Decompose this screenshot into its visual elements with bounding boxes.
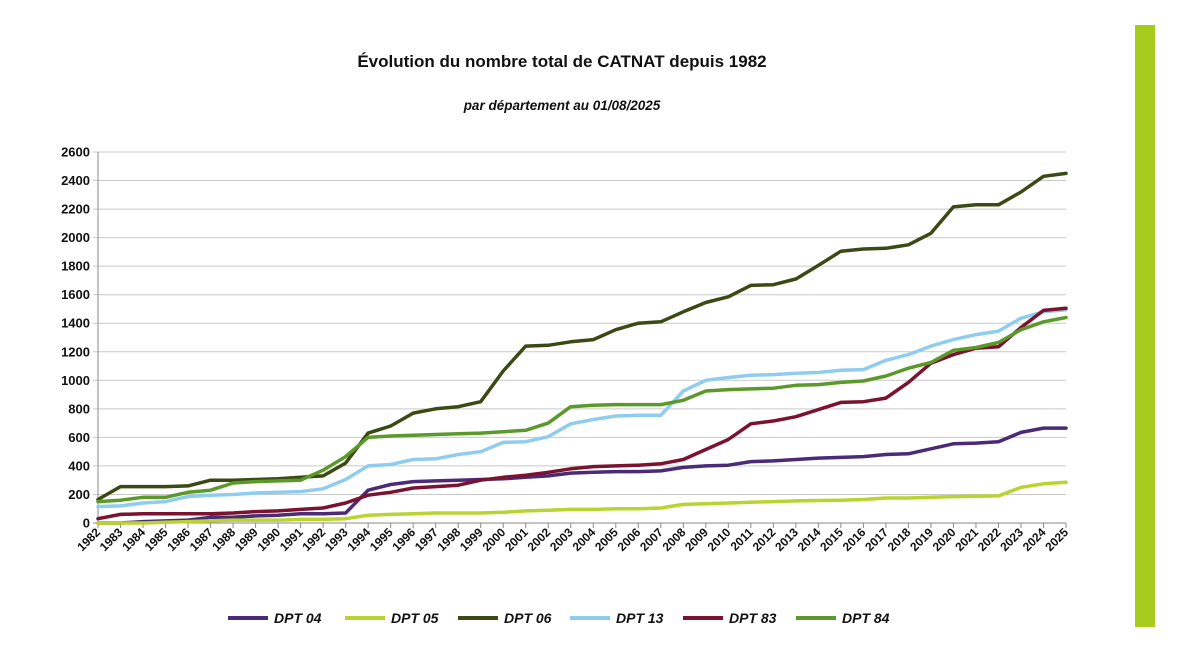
x-tick-label: 2025 (1042, 525, 1071, 554)
accent-bar (1135, 25, 1155, 627)
y-tick-label: 2400 (61, 173, 90, 188)
x-tick-label: 2003 (547, 525, 576, 554)
x-tick-label: 1993 (322, 525, 351, 554)
y-tick-label: 400 (68, 458, 90, 473)
legend-label-dpt-84: DPT 84 (842, 610, 890, 626)
x-tick-label: 1991 (277, 525, 306, 554)
y-tick-label: 1200 (61, 344, 90, 359)
series-line-dpt-13 (96, 307, 1068, 509)
legend: DPT 04 DPT 05 DPT 06 DPT 13 DPT 83 DPT 84 (228, 610, 890, 626)
x-tick-label: 2019 (907, 525, 936, 554)
x-tick-label: 1998 (435, 525, 464, 554)
x-tick-label: 1995 (367, 525, 396, 554)
x-tick-label: 1996 (390, 525, 419, 554)
y-tick-label: 1800 (61, 259, 90, 274)
chart-subtitle: par département au 01/08/2025 (463, 98, 661, 113)
y-axis-ticks: 0 200 400 600 800 1000 1200 1400 1600 1800 2000 220… (61, 145, 90, 531)
x-tick-label: 2023 (997, 525, 1026, 554)
series-line-dpt-84 (96, 315, 1068, 504)
x-tick-label: 2004 (570, 525, 599, 554)
x-tick-label: 2011 (728, 525, 757, 554)
x-tick-label: 2001 (502, 525, 531, 554)
y-tick-label: 2600 (61, 145, 90, 160)
x-tick-label: 2010 (705, 525, 734, 554)
grid (93, 151, 1066, 528)
legend-label-dpt-83: DPT 83 (729, 610, 777, 626)
x-tick-label: 2018 (885, 525, 914, 554)
legend-label-dpt-06: DPT 06 (504, 610, 552, 626)
series-line-dpt-06 (96, 171, 1068, 502)
legend-label-dpt-05: DPT 05 (391, 610, 439, 626)
x-tick-label: 2002 (525, 525, 554, 554)
x-tick-label: 1984 (119, 525, 148, 554)
x-tick-label: 2005 (592, 525, 621, 554)
x-tick-label: 2017 (862, 525, 891, 554)
x-tick-label: 2016 (840, 525, 869, 554)
x-tick-label: 2024 (1020, 525, 1049, 554)
x-tick-label: 2015 (817, 525, 846, 554)
x-tick-label: 2020 (930, 525, 959, 554)
line-chart: Évolution du nombre total de CATNAT depu… (61, 52, 1071, 626)
series-lines (96, 171, 1068, 525)
y-tick-label: 2200 (61, 202, 90, 217)
x-tick-label: 2022 (975, 525, 1004, 554)
x-axis-ticks: 1982198319841985198619871988198919901991… (74, 523, 1071, 554)
legend-label-dpt-13: DPT 13 (616, 610, 664, 626)
x-tick-label: 1987 (187, 525, 216, 554)
x-tick-label: 1990 (254, 525, 283, 554)
chart-title: Évolution du nombre total de CATNAT depu… (357, 52, 766, 71)
x-tick-label: 2014 (795, 525, 824, 554)
y-tick-label: 0 (83, 516, 90, 531)
x-tick-label: 2013 (772, 525, 801, 554)
x-tick-label: 1986 (164, 525, 193, 554)
legend-label-dpt-04: DPT 04 (274, 610, 322, 626)
x-tick-label: 1985 (142, 525, 171, 554)
series-line-dpt-04 (96, 426, 1068, 525)
y-tick-label: 600 (68, 430, 90, 445)
x-tick-label: 1997 (412, 525, 441, 554)
x-tick-label: 2021 (952, 525, 981, 554)
x-tick-label: 1992 (299, 525, 328, 554)
x-tick-label: 1994 (344, 525, 373, 554)
x-tick-label: 1982 (74, 525, 103, 554)
y-tick-label: 1000 (61, 373, 90, 388)
series-line-dpt-05 (96, 480, 1068, 525)
y-tick-label: 800 (68, 401, 90, 416)
y-tick-label: 1600 (61, 287, 90, 302)
x-tick-label: 1983 (97, 525, 126, 554)
x-tick-label: 1989 (232, 525, 261, 554)
y-tick-label: 1400 (61, 316, 90, 331)
x-tick-label: 2006 (615, 525, 644, 554)
x-tick-label: 2009 (682, 525, 711, 554)
x-tick-label: 1988 (209, 525, 238, 554)
x-tick-label: 1999 (457, 525, 486, 554)
x-tick-label: 2012 (750, 525, 779, 554)
series-line-dpt-83 (96, 306, 1068, 521)
x-tick-label: 2007 (637, 525, 666, 554)
y-tick-label: 2000 (61, 230, 90, 245)
x-tick-label: 2008 (660, 525, 689, 554)
y-tick-label: 200 (68, 487, 90, 502)
x-tick-label: 2000 (480, 525, 509, 554)
